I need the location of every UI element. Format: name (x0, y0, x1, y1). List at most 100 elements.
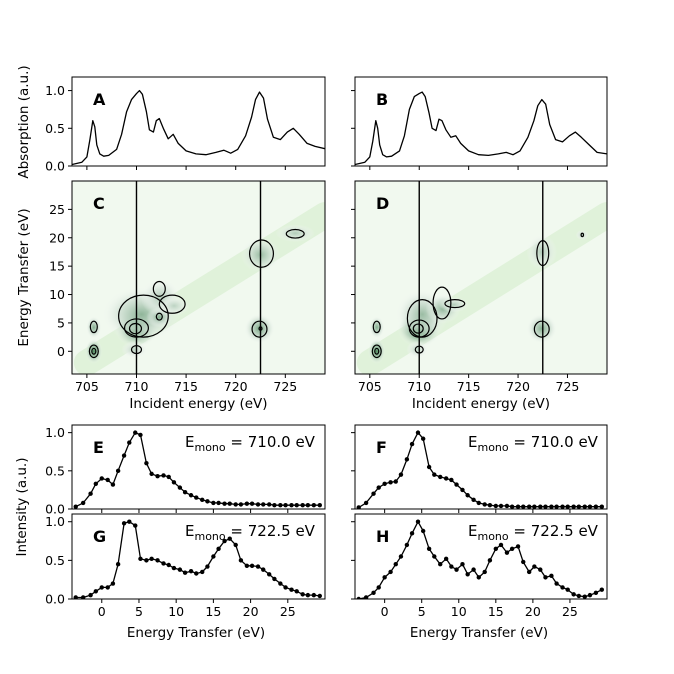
energy-transfer-xlabel-right: Energy Transfer (eV) (410, 625, 548, 641)
x-axis-label: Incident energy (eV) (412, 396, 550, 412)
data-point (565, 504, 570, 509)
axes-frame (354, 76, 608, 167)
data-point (283, 585, 288, 590)
data-point (88, 491, 93, 496)
data-point (155, 558, 160, 563)
data-point (266, 572, 272, 577)
panel-H: 0 5 10 15 20 25 H Emono = 722.5 eV (351, 513, 608, 619)
panel-label: B (376, 90, 388, 109)
absorption-ylabel: Absorption (a.u.) (16, 65, 32, 178)
data-point (149, 471, 154, 477)
data-point (138, 556, 143, 562)
contour-line (444, 299, 466, 309)
heat-spot (121, 340, 148, 359)
x-tick-label: 10 (451, 604, 467, 619)
data-point (177, 567, 183, 572)
contour-line (412, 323, 424, 334)
data-point (211, 500, 216, 506)
data-point (289, 502, 294, 508)
y-tick-label: 15 (49, 259, 65, 274)
panel-G: 0 5 10 15 20 25 0.0 0.5 1.0 G Emono = 722.5 eV (45, 513, 326, 619)
x-tick-label: 0 (381, 604, 389, 619)
data-point (266, 502, 272, 507)
data-point (138, 432, 143, 438)
panel-label: G (93, 527, 106, 546)
y-axis-label: Energy Transfer (eV) (16, 208, 32, 346)
y-tick-label: 10 (49, 287, 65, 302)
energy-transfer-xlabel-left: Energy Transfer (eV) (127, 625, 265, 641)
data-point (205, 499, 210, 504)
data-point (388, 480, 393, 485)
data-point (393, 562, 398, 567)
data-point (571, 592, 576, 597)
x-tick-label: 715 (457, 379, 481, 394)
data-point (432, 554, 437, 559)
data-point (222, 501, 227, 506)
data-point (471, 567, 476, 572)
contour-line (251, 320, 268, 338)
axes-frame (71, 513, 326, 600)
data-point (426, 464, 432, 470)
data-point (205, 564, 210, 569)
data-point (233, 542, 238, 548)
x-tick-label: 720 (224, 379, 248, 394)
data-point (238, 558, 244, 563)
panel-F: F Emono = 710.0 eV (351, 424, 608, 513)
data-point (133, 430, 138, 435)
data-point (376, 485, 381, 490)
data-point (93, 481, 99, 486)
axes-frame (354, 180, 608, 375)
data-point (388, 569, 393, 575)
data-point (493, 546, 499, 551)
data-point (121, 453, 127, 458)
data-point (249, 501, 255, 506)
contour-line (580, 232, 585, 238)
data-point (460, 562, 465, 567)
data-point (582, 594, 587, 599)
data-point (560, 504, 565, 509)
data-point (255, 564, 261, 569)
data-point (200, 569, 205, 575)
data-point (93, 589, 99, 594)
x-tick-label: 10 (168, 604, 184, 619)
data-point (587, 592, 593, 598)
data-point (73, 504, 78, 509)
contour-line (118, 294, 169, 338)
data-point (161, 473, 166, 478)
heat-spot (406, 340, 429, 359)
data-point (526, 504, 532, 509)
y-tick-label: 20 (49, 230, 65, 245)
x-tick-label: 25 (562, 604, 578, 619)
data-point (110, 581, 116, 586)
heat-spot (85, 338, 103, 364)
data-point (543, 575, 548, 580)
data-point (565, 587, 570, 592)
data-point (415, 430, 421, 435)
data-point (504, 550, 510, 555)
heat-spot (275, 224, 315, 242)
data-point (363, 500, 369, 506)
data-point (482, 569, 487, 575)
data-point (294, 502, 299, 508)
data-point (443, 476, 449, 481)
data-point (177, 485, 183, 490)
contour-line (128, 322, 143, 335)
x-tick-label: 705 (75, 379, 99, 394)
y-tick-label: 1.0 (45, 514, 65, 529)
contour-line (432, 286, 452, 320)
data-point (521, 559, 526, 565)
data-point (415, 519, 421, 524)
data-point (532, 564, 537, 569)
data-point (526, 569, 532, 575)
y-tick-label: 0.5 (45, 121, 65, 136)
data-point (543, 504, 548, 509)
data-point (599, 504, 605, 509)
data-point (549, 573, 554, 579)
data-point (227, 501, 232, 506)
data-point (227, 536, 232, 541)
data-point (438, 474, 443, 480)
intensity-ylabel: Intensity (a.u.) (14, 458, 30, 557)
data-point (487, 558, 493, 563)
data-point (420, 528, 426, 534)
data-point (599, 587, 605, 592)
